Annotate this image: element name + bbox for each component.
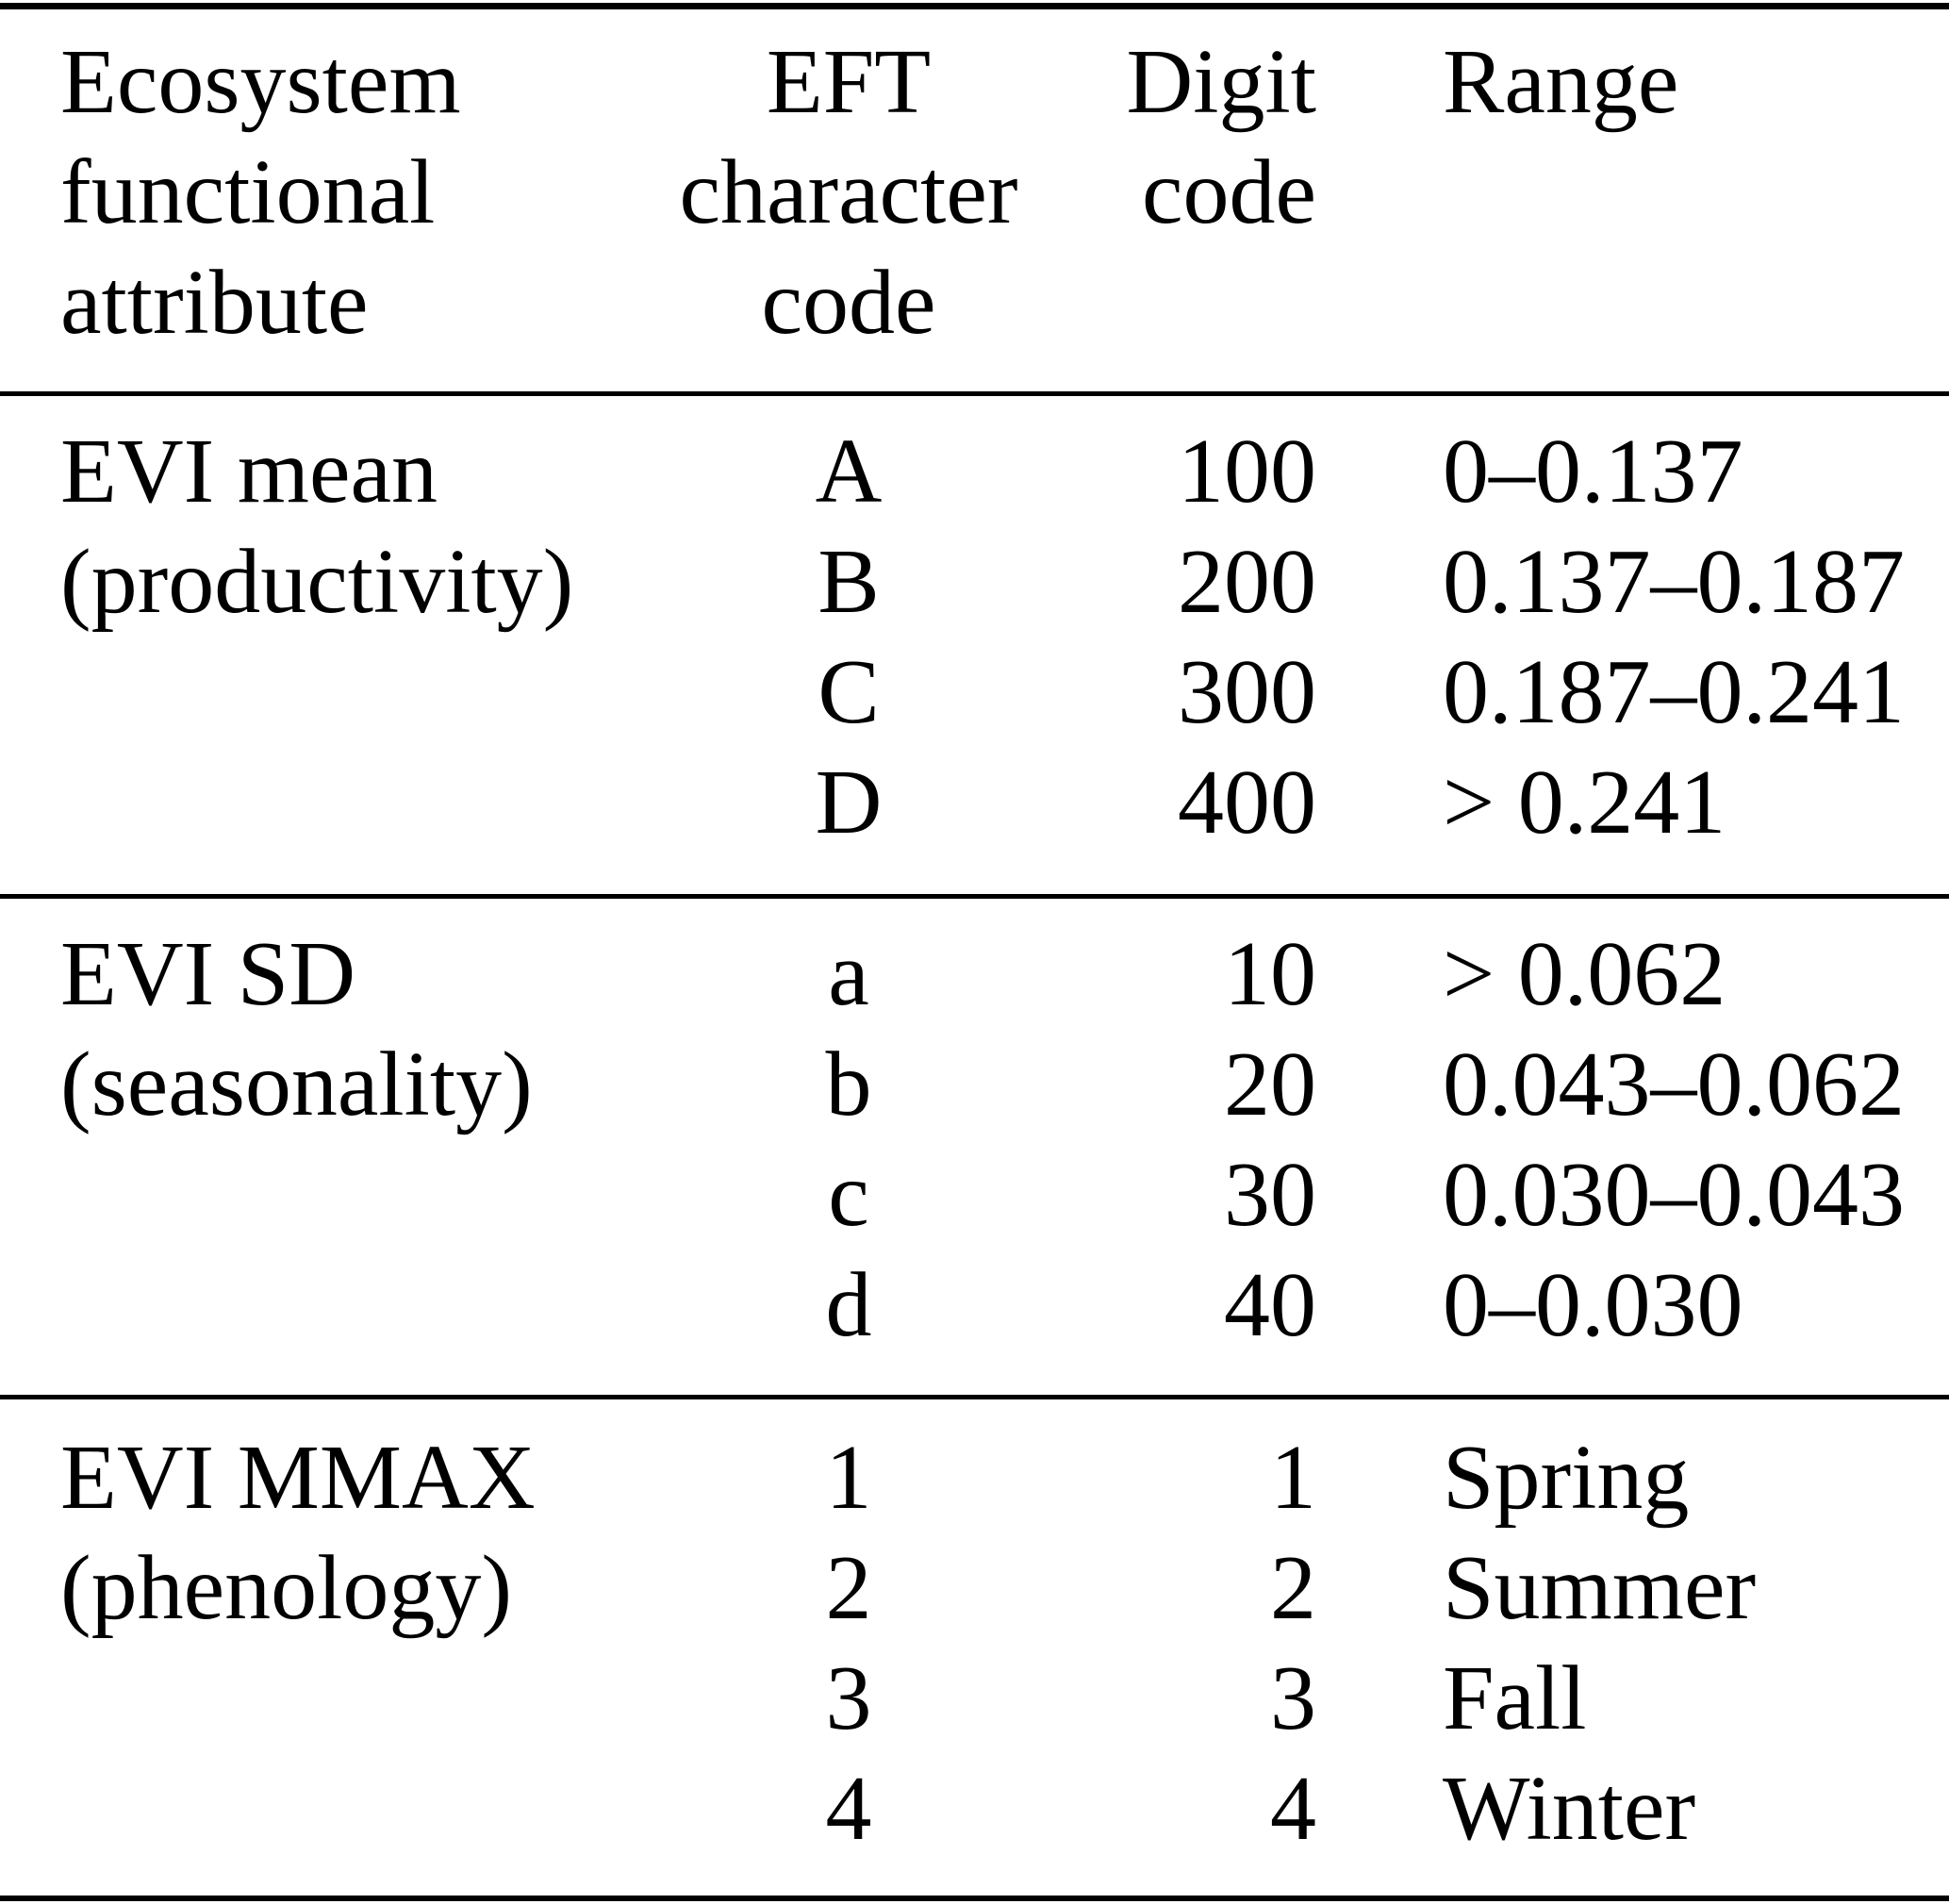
cell-range: 0.187–0.241	[1443, 641, 1905, 743]
attribute-line: EVI mean	[60, 421, 438, 522]
cell-char-code: d	[825, 1254, 872, 1356]
header-attribute-column: Ecosystem functional attribute	[60, 27, 636, 358]
section-separator-rule	[0, 1395, 1949, 1399]
cell-digit-code: 300	[1178, 641, 1316, 743]
cell-range: 0.043–0.062	[1443, 1034, 1905, 1135]
header-range-line: Range	[1443, 31, 1679, 133]
attribute-label: EVI mean (productivity)	[60, 417, 636, 637]
cell-range: > 0.241	[1443, 752, 1726, 853]
cell-range: Fall	[1443, 1647, 1587, 1749]
cell-digit-code: 3	[1270, 1647, 1316, 1749]
attribute-label: EVI SD (seasonality)	[60, 919, 636, 1140]
cell-range: Spring	[1443, 1427, 1690, 1529]
cell-char-code: 2	[825, 1537, 872, 1639]
char-code-column: A B C D	[613, 417, 1084, 858]
cell-range: 0–0.137	[1443, 421, 1743, 522]
range-column: 0–0.137 0.137–0.187 0.187–0.241 > 0.241	[1443, 417, 1942, 858]
cell-char-code: 3	[825, 1647, 872, 1749]
cell-digit-code: 200	[1178, 531, 1316, 633]
table-top-rule	[0, 3, 1949, 9]
cell-char-code: C	[818, 641, 880, 743]
digit-code-column: 1 2 3 4	[990, 1423, 1316, 1864]
header-separator-rule	[0, 391, 1949, 396]
cell-char-code: A	[815, 421, 883, 522]
cell-range: 0.030–0.043	[1443, 1144, 1905, 1246]
cell-digit-code: 100	[1178, 421, 1316, 522]
digit-code-column: 100 200 300 400	[990, 417, 1316, 858]
cell-char-code: D	[815, 752, 883, 853]
range-column: > 0.062 0.043–0.062 0.030–0.043 0–0.030	[1443, 919, 1942, 1361]
header-char-code-line: code	[761, 252, 936, 354]
header-digit-code-line: Digit	[1126, 31, 1316, 133]
digit-code-column: 10 20 30 40	[990, 919, 1316, 1361]
header-digit-code-line: code	[1142, 141, 1316, 243]
attribute-line: (seasonality)	[60, 1034, 533, 1135]
attribute-line: EVI MMAX	[60, 1427, 536, 1529]
section-evi-mmax: EVI MMAX (phenology) 1 2 3 4 1 2 3 4 Spr…	[0, 1423, 1949, 1896]
cell-range: Winter	[1443, 1758, 1696, 1860]
cell-char-code: 1	[825, 1427, 872, 1529]
header-char-code-line: character	[679, 141, 1018, 243]
cell-range: 0–0.030	[1443, 1254, 1743, 1356]
attribute-line: EVI SD	[60, 923, 356, 1025]
char-code-column: a b c d	[613, 919, 1084, 1361]
table-header: Ecosystem functional attribute EFT chara…	[0, 27, 1949, 391]
table-bottom-rule	[0, 1896, 1949, 1901]
section-evi-sd: EVI SD (seasonality) a b c d 10 20 30 40…	[0, 919, 1949, 1395]
section-separator-rule	[0, 894, 1949, 899]
cell-digit-code: 40	[1224, 1254, 1316, 1356]
cell-digit-code: 20	[1224, 1034, 1316, 1135]
header-range-column: Range	[1443, 27, 1942, 138]
header-char-code-line: EFT	[766, 31, 932, 133]
cell-digit-code: 2	[1270, 1537, 1316, 1639]
cell-digit-code: 30	[1224, 1144, 1316, 1246]
header-attribute-line: Ecosystem	[60, 31, 461, 133]
section-evi-mean: EVI mean (productivity) A B C D 100 200 …	[0, 417, 1949, 894]
cell-char-code: c	[828, 1144, 869, 1246]
header-attribute-line: attribute	[60, 252, 369, 354]
header-attribute-line: functional	[60, 141, 436, 243]
cell-range: > 0.062	[1443, 923, 1726, 1025]
cell-char-code: 4	[825, 1758, 872, 1860]
header-digit-code-column: Digit code	[990, 27, 1316, 248]
attribute-line: (productivity)	[60, 531, 574, 633]
cell-char-code: a	[828, 923, 869, 1025]
attribute-label: EVI MMAX (phenology)	[60, 1423, 636, 1644]
range-column: Spring Summer Fall Winter	[1443, 1423, 1942, 1864]
cell-digit-code: 4	[1270, 1758, 1316, 1860]
char-code-column: 1 2 3 4	[613, 1423, 1084, 1864]
cell-range: 0.137–0.187	[1443, 531, 1905, 633]
cell-range: Summer	[1443, 1537, 1757, 1639]
header-char-code-column: EFT character code	[613, 27, 1084, 358]
cell-char-code: B	[818, 531, 880, 633]
cell-digit-code: 10	[1224, 923, 1316, 1025]
cell-digit-code: 1	[1270, 1427, 1316, 1529]
cell-digit-code: 400	[1178, 752, 1316, 853]
cell-char-code: b	[825, 1034, 872, 1135]
attribute-line: (phenology)	[60, 1537, 512, 1639]
